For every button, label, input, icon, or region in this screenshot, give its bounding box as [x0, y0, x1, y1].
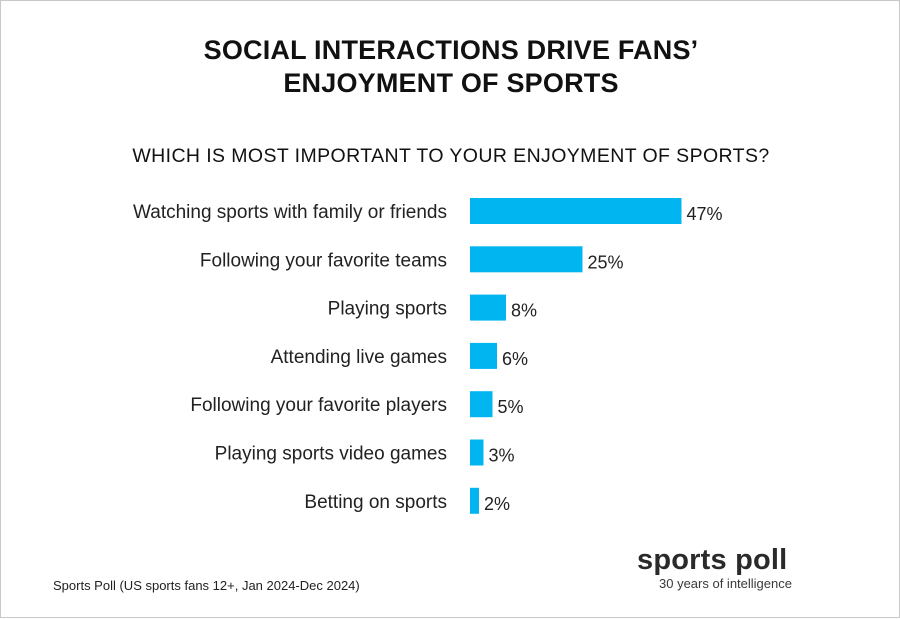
- bar: [470, 198, 682, 224]
- bar: [470, 246, 583, 273]
- category-label: Following your favorite players: [190, 395, 447, 416]
- value-label: 5%: [498, 397, 524, 417]
- logo-name: sports poll: [637, 544, 788, 576]
- bar: [470, 439, 484, 466]
- category-label: Playing sports video games: [215, 444, 447, 465]
- bar: [470, 487, 479, 514]
- category-label: Watching sports with family or friends: [133, 202, 447, 223]
- bar: [470, 391, 493, 418]
- value-label: 3%: [489, 446, 515, 466]
- source-note: Sports Poll (US sports fans 12+, Jan 202…: [53, 578, 360, 593]
- chart-title: SOCIAL INTERACTIONS DRIVE FANS’ ENJOYMEN…: [1, 34, 900, 100]
- value-labels: 47% 25% 8% 6% 5% 3% 2%: [484, 204, 723, 514]
- value-label: 6%: [502, 349, 528, 369]
- bar: [470, 342, 497, 369]
- sports-poll-logo: sports poll 30 years of intelligence: [637, 544, 817, 591]
- value-label: 47%: [687, 204, 723, 224]
- title-line-1: SOCIAL INTERACTIONS DRIVE FANS’: [203, 35, 699, 65]
- category-label: Attending live games: [271, 347, 447, 368]
- bars: [470, 198, 682, 514]
- category-labels: Watching sports with family or friends Fo…: [133, 202, 447, 513]
- category-label: Playing sports: [328, 299, 447, 320]
- category-label: Following your favorite teams: [200, 250, 447, 271]
- category-label: Betting on sports: [304, 492, 447, 513]
- bar: [470, 294, 506, 321]
- value-label: 8%: [511, 301, 537, 321]
- title-line-2: ENJOYMENT OF SPORTS: [283, 68, 619, 98]
- chart-question: WHICH IS MOST IMPORTANT TO YOUR ENJOYMEN…: [132, 145, 770, 167]
- value-label: 2%: [484, 494, 510, 514]
- value-label: 25%: [588, 252, 624, 272]
- logo-tagline: 30 years of intelligence: [659, 576, 792, 591]
